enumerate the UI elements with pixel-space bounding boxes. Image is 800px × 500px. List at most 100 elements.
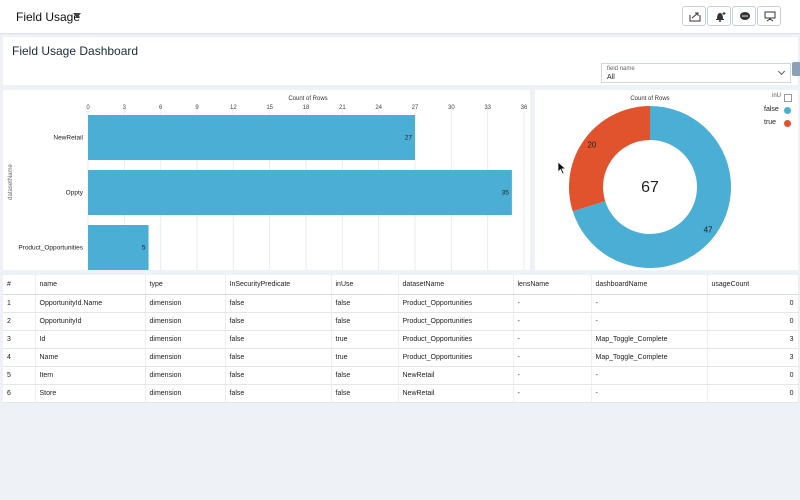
table-cell: 3 <box>3 330 36 349</box>
table-header: # name type InSecurityPredicate inUse dataset… <box>3 275 799 295</box>
donut-slice[interactable] <box>569 106 650 212</box>
chat-icon <box>740 12 750 20</box>
table-cell: 0 <box>707 366 799 385</box>
table-cell: 0 <box>707 294 799 313</box>
column-header-type[interactable]: type <box>145 275 226 295</box>
column-header-insecuritypredicate[interactable]: InSecurityPredicate <box>225 275 332 295</box>
table-cell: dimension <box>145 348 226 367</box>
present-button[interactable] <box>757 6 781 26</box>
table-row[interactable]: 5 Item dimension false false NewRetail - -0 <box>3 366 799 385</box>
column-header-index[interactable]: # <box>3 275 36 295</box>
x-tick-label: 12 <box>230 105 237 111</box>
legend-item-label[interactable]: false <box>764 106 779 113</box>
x-tick-label: 36 <box>521 105 528 111</box>
table-cell: 2 <box>3 312 36 331</box>
data-table: # name type InSecurityPredicate inUse dataset… <box>3 275 799 403</box>
top-bar: Field Usage <box>0 0 800 34</box>
x-tick-label: 27 <box>412 105 419 111</box>
table-cell: false <box>331 366 399 385</box>
table-cell: - <box>591 384 708 403</box>
table-row[interactable]: 3 Id dimension false true Product_Opportuniti… <box>3 330 799 349</box>
table-cell: NewRetail <box>398 384 514 403</box>
table-cell: false <box>331 294 399 313</box>
table-cell: - <box>591 366 708 385</box>
bar-value-label: 5 <box>142 245 146 252</box>
x-tick-label: 30 <box>448 105 455 111</box>
slice-value-label: 20 <box>587 140 596 149</box>
chart-title: Count of Rows <box>630 96 669 102</box>
table-cell: false <box>225 312 332 331</box>
field-name-filter[interactable]: field name All <box>601 63 791 83</box>
table-cell: OpportunityId.Name <box>35 294 146 313</box>
x-tick-label: 33 <box>484 105 491 111</box>
share-icon <box>689 12 701 22</box>
chat-button[interactable] <box>732 6 756 26</box>
table-cell: Product_Opportunities <box>398 330 514 349</box>
app-title: Field Usage <box>16 10 81 24</box>
table-row[interactable]: 4 Name dimension false true Product_Opportuni… <box>3 348 799 367</box>
table-cell: Map_Toggle_Complete <box>591 330 708 349</box>
bar[interactable] <box>88 115 415 160</box>
table-cell: dimension <box>145 366 226 385</box>
table-row[interactable]: 6 Store dimension false false NewRetail - -0 <box>3 384 799 403</box>
x-tick-label: 18 <box>303 105 310 111</box>
share-button[interactable] <box>682 6 706 26</box>
table-cell: - <box>591 294 708 313</box>
table-cell: Name <box>35 348 146 367</box>
table-cell: 6 <box>3 384 36 403</box>
column-header-dashboardname[interactable]: dashboardName <box>591 275 708 295</box>
table-cell: Product_Opportunities <box>398 312 514 331</box>
bar[interactable] <box>88 170 512 215</box>
x-tick-label: 24 <box>375 105 382 111</box>
table-cell: dimension <box>145 312 226 331</box>
page-title: Field Usage Dashboard <box>12 44 139 58</box>
panel-toggle-button[interactable] <box>792 62 800 76</box>
x-tick-label: 21 <box>339 105 346 111</box>
table-cell: - <box>513 330 592 349</box>
column-header-name[interactable]: name <box>35 275 146 295</box>
present-icon <box>764 11 776 22</box>
chevron-down-icon[interactable] <box>73 13 81 18</box>
table-cell: false <box>225 330 332 349</box>
table-cell: true <box>331 348 399 367</box>
category-label: Product_Opportunities <box>18 245 83 252</box>
legend-item-label[interactable]: true <box>764 119 777 126</box>
legend-menu-button[interactable] <box>784 94 792 102</box>
table-row[interactable]: 2 OpportunityId dimension false false Product… <box>3 312 799 331</box>
legend-swatch <box>784 107 791 114</box>
table-cell: 4 <box>3 348 36 367</box>
table-row[interactable]: 1 OpportunityId.Name dimension false false Pr… <box>3 294 799 313</box>
table-cell: 0 <box>707 312 799 331</box>
table-cell: 1 <box>3 294 36 313</box>
table-cell: Item <box>35 366 146 385</box>
donut-chart-panel: Count of Rows 67 47 20 inU false true <box>535 90 798 270</box>
column-header-lensname[interactable]: lensName <box>513 275 592 295</box>
column-header-datasetname[interactable]: datasetName <box>398 275 514 295</box>
bar-value-label: 27 <box>405 135 413 142</box>
x-tick-label: 3 <box>123 105 127 111</box>
chevron-down-icon <box>777 67 786 76</box>
chart-title: Count of Rows <box>288 96 327 102</box>
donut-chart: Count of Rows 67 47 20 <box>569 96 731 268</box>
table-cell: Map_Toggle_Complete <box>591 348 708 367</box>
bar[interactable] <box>88 225 149 270</box>
column-header-inuse[interactable]: inUse <box>331 275 399 295</box>
x-tick-label: 15 <box>266 105 273 111</box>
table-cell: 5 <box>3 366 36 385</box>
donut-slice[interactable] <box>572 106 731 268</box>
table-cell: Product_Opportunities <box>398 348 514 367</box>
table-cell: - <box>513 384 592 403</box>
notify-button[interactable] <box>707 6 731 26</box>
category-label: Oppty <box>66 190 84 197</box>
table-cell: Id <box>35 330 146 349</box>
filter-label: field name <box>607 66 635 72</box>
table-cell: false <box>225 384 332 403</box>
x-tick-label: 9 <box>195 105 199 111</box>
bar-chart-panel: Count of Rows datasetName 0 3 6 9 12 15 18 21 24… <box>3 90 530 270</box>
bar-value-label: 35 <box>502 190 510 197</box>
table-cell: 3 <box>707 348 799 367</box>
column-header-usagecount[interactable]: usageCount <box>707 275 799 295</box>
legend-swatch <box>784 120 791 127</box>
notify-icon <box>716 12 726 22</box>
table-cell: NewRetail <box>398 366 514 385</box>
